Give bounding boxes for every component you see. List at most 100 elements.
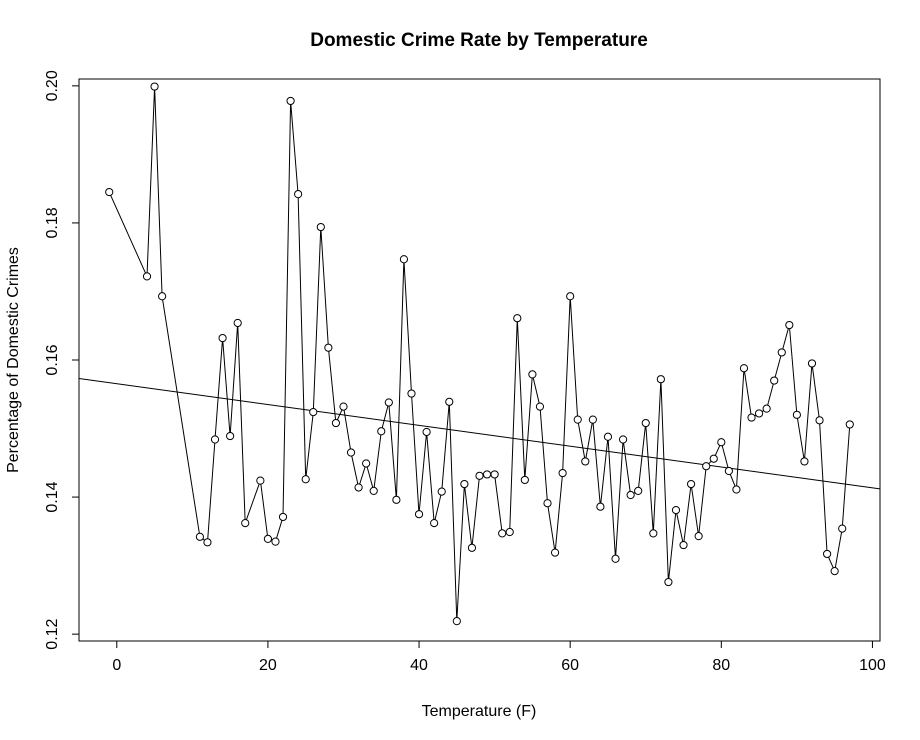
data-point — [218, 333, 227, 343]
data-point — [158, 292, 167, 301]
data-point — [558, 468, 567, 478]
data-point — [422, 427, 431, 437]
data-point — [581, 457, 590, 466]
data-point — [346, 448, 356, 457]
data-point — [747, 413, 756, 422]
data-point — [709, 454, 718, 463]
data-point — [241, 519, 250, 528]
data-point — [649, 529, 658, 538]
data-point — [641, 418, 650, 428]
data-point — [664, 577, 673, 587]
data-point — [414, 510, 424, 519]
series-line — [108, 86, 851, 622]
y-axis-label: Percentage of Domestic Crimes — [5, 247, 22, 473]
data-point — [785, 320, 794, 330]
data-point — [445, 397, 454, 406]
trend-line-layer — [78, 378, 881, 490]
data-point — [845, 420, 854, 429]
x-axis-label: Temperature (F) — [422, 703, 537, 720]
y-tick-label: 0.12 — [44, 618, 61, 649]
data-point — [384, 398, 393, 407]
data-point — [309, 407, 318, 417]
data-point — [520, 475, 529, 485]
data-point — [762, 404, 771, 413]
data-point — [210, 435, 220, 444]
data-point — [573, 415, 582, 424]
data-point — [626, 490, 635, 500]
y-tick-label: 0.14 — [44, 481, 61, 512]
data-point — [437, 487, 446, 496]
data-point — [490, 470, 499, 479]
data-point — [195, 532, 205, 541]
data-point — [792, 410, 801, 419]
x-tick-label: 100 — [859, 657, 886, 674]
data-point — [777, 348, 786, 357]
data-point — [588, 415, 597, 424]
data-point — [452, 617, 461, 626]
data-point — [513, 314, 522, 323]
data-point — [603, 432, 613, 441]
x-tick-label: 80 — [712, 657, 730, 674]
data-point — [830, 566, 839, 576]
chart-title: Domestic Crime Rate by Temperature — [310, 30, 648, 51]
data-point — [331, 418, 341, 428]
data-point — [807, 359, 817, 368]
data-point — [142, 272, 152, 281]
data-point — [392, 495, 401, 504]
data-point — [324, 343, 333, 352]
data-point — [634, 486, 643, 496]
data-point — [535, 402, 545, 411]
data-point — [528, 370, 537, 379]
data-point — [399, 255, 409, 264]
data-point — [430, 519, 439, 528]
data-point — [694, 532, 703, 541]
data-point — [717, 438, 726, 447]
data-point — [618, 435, 628, 444]
data-point — [467, 543, 477, 552]
data-point — [286, 96, 295, 106]
x-axis: 0 20 40 60 80 100 — [112, 641, 886, 674]
data-point — [150, 82, 159, 91]
x-tick-label: 60 — [561, 657, 579, 674]
data-point — [823, 549, 832, 559]
data-point — [679, 540, 688, 550]
data-point — [460, 479, 469, 489]
data-point — [369, 486, 378, 496]
data-point — [203, 538, 212, 547]
data-point — [256, 476, 265, 485]
data-point — [407, 389, 416, 398]
data-point — [233, 318, 242, 328]
y-axis: 0.12 0.14 0.16 0.18 0.20 — [44, 70, 79, 650]
x-tick-label: 40 — [410, 657, 428, 674]
data-point — [339, 402, 348, 411]
data-point — [105, 187, 114, 197]
data-point — [550, 548, 560, 557]
data-point — [800, 457, 809, 466]
data-point — [362, 459, 371, 468]
data-point — [316, 222, 325, 232]
y-tick-label: 0.20 — [44, 70, 61, 101]
data-point — [505, 527, 514, 537]
data-point — [815, 416, 824, 425]
data-point — [596, 502, 605, 511]
data-point — [278, 512, 288, 522]
data-point — [226, 431, 235, 441]
data-point — [611, 554, 620, 563]
data-point — [543, 499, 552, 508]
data-point — [482, 470, 492, 479]
data-point — [739, 364, 749, 373]
x-tick-label: 20 — [259, 657, 277, 674]
series-layer — [105, 82, 854, 626]
data-point — [566, 292, 575, 301]
data-point — [475, 471, 484, 480]
data-point — [656, 375, 665, 384]
plot-frame — [78, 78, 881, 642]
data-point — [671, 505, 681, 515]
x-tick-label: 0 — [112, 657, 121, 674]
data-point — [770, 376, 779, 385]
data-point — [702, 462, 711, 471]
y-tick-label: 0.18 — [44, 207, 61, 238]
data-point — [354, 483, 363, 492]
data-point — [732, 485, 741, 494]
